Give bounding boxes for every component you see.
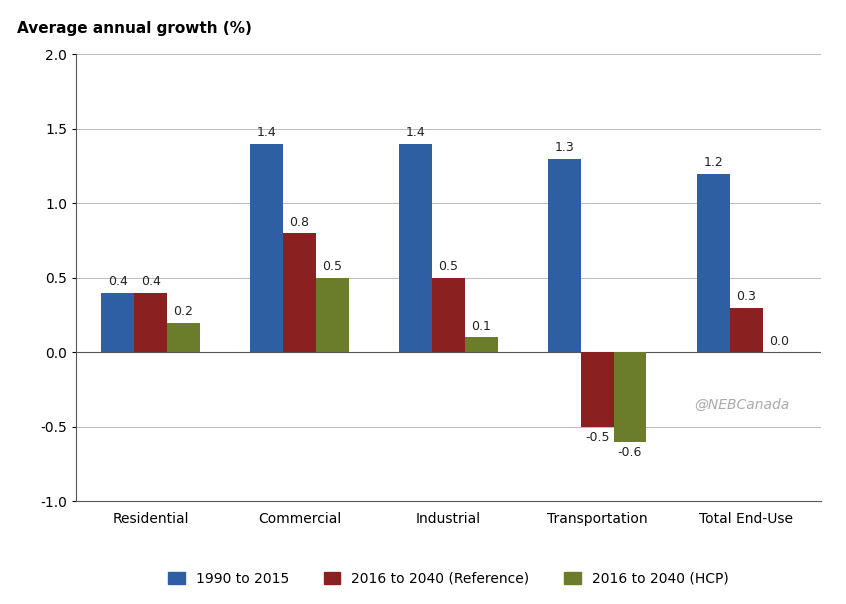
Text: -0.5: -0.5 (585, 431, 609, 445)
Bar (167, 323, 200, 352)
Bar (432, 278, 464, 352)
Text: 1.4: 1.4 (406, 126, 426, 140)
Bar (548, 159, 581, 352)
Text: 1.3: 1.3 (555, 141, 574, 154)
Text: 0.3: 0.3 (736, 290, 756, 303)
Bar (399, 144, 432, 352)
Bar (730, 307, 762, 352)
Bar (250, 144, 283, 352)
Bar (316, 278, 349, 352)
Text: -0.6: -0.6 (618, 446, 642, 459)
Bar (135, 293, 167, 352)
Text: 0.2: 0.2 (173, 305, 193, 318)
Text: @NEBCanada: @NEBCanada (694, 398, 789, 412)
Text: 0.4: 0.4 (140, 275, 161, 288)
Bar (102, 293, 135, 352)
Text: 1.2: 1.2 (704, 156, 723, 169)
Text: 1.4: 1.4 (257, 126, 277, 140)
Text: Average annual growth (%): Average annual growth (%) (17, 22, 251, 36)
Text: 0.0: 0.0 (769, 335, 789, 348)
Text: 0.5: 0.5 (438, 260, 459, 274)
Text: 0.8: 0.8 (289, 216, 310, 229)
Legend: 1990 to 2015, 2016 to 2040 (Reference), 2016 to 2040 (HCP): 1990 to 2015, 2016 to 2040 (Reference), … (162, 567, 734, 591)
Text: 0.4: 0.4 (108, 275, 128, 288)
Bar (464, 338, 497, 352)
Bar (283, 233, 316, 352)
Bar (697, 173, 730, 352)
Text: 0.1: 0.1 (471, 320, 491, 333)
Text: 0.5: 0.5 (322, 260, 343, 274)
Bar (613, 352, 646, 442)
Bar (581, 352, 613, 427)
